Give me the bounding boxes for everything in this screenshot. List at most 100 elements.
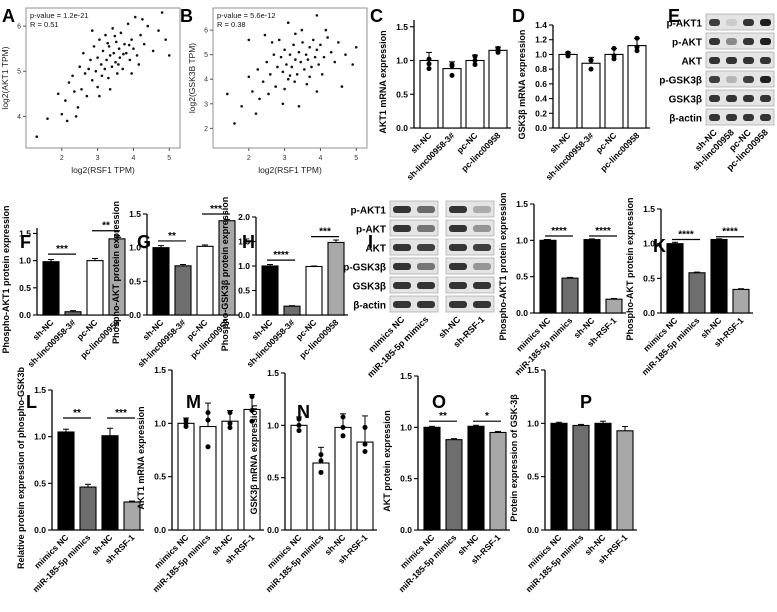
blot-row-label: p-AKT1 — [350, 206, 386, 217]
blot-band — [393, 282, 411, 289]
y-tick-label: 0.5 — [643, 273, 655, 283]
significance-label: **** — [722, 227, 738, 238]
y-axis-label: Relative protein expression of phospho-G… — [16, 366, 26, 569]
panel-letter-d: D — [512, 6, 525, 26]
scatter-point — [76, 106, 80, 109]
scatter-point — [295, 73, 299, 76]
blot-strip — [705, 108, 775, 126]
y-tick-label: 0.0 — [535, 123, 547, 133]
y-tick-label: 1.0 — [400, 422, 412, 432]
scatter-point — [85, 94, 89, 98]
scatter-point — [90, 29, 94, 32]
data-point — [340, 414, 346, 420]
blot-strip — [705, 89, 775, 107]
blot-band — [709, 57, 720, 64]
scatter-point — [96, 85, 99, 89]
bar-chart-f: 0.0 0.5 1.0 1.5 Phospho-AKT1 protein express… — [1, 205, 129, 369]
scatter-point — [256, 68, 260, 71]
y-axis-label: GSK3β mRNA expression — [249, 405, 259, 515]
y-tick-label: 6 — [204, 28, 208, 35]
blot-band — [760, 38, 771, 45]
scatter-point — [114, 60, 117, 64]
stat-line: p-value = 1.2e-21 — [30, 11, 89, 20]
blot-band — [473, 206, 491, 213]
scatter-point — [108, 87, 112, 91]
stat-line: p-value = 5.6e-12 — [217, 11, 276, 20]
blot-row-label: p-GSK3β — [343, 263, 386, 274]
blot-band — [726, 19, 737, 26]
blot-band — [393, 301, 411, 308]
data-point — [205, 417, 211, 423]
significance-label: **** — [678, 230, 694, 241]
blot-band — [417, 225, 435, 232]
y-tick-label: 1.5 — [516, 199, 528, 209]
scatter-point — [142, 42, 146, 46]
scatter-point — [226, 92, 229, 96]
blot-band — [417, 282, 435, 289]
bar — [101, 435, 119, 531]
blot-band — [449, 225, 467, 232]
y-tick-label: 6 — [17, 24, 21, 31]
y-tick-label: 1.0 — [643, 239, 655, 249]
bar — [627, 45, 647, 129]
data-point — [205, 410, 211, 416]
y-tick-label: 1.0 — [129, 243, 141, 253]
scatter-point — [123, 42, 126, 46]
bar — [666, 243, 684, 314]
y-tick-label: 0.5 — [400, 474, 412, 484]
data-point — [611, 53, 617, 59]
scatter-point — [94, 69, 98, 73]
scatter-point — [297, 50, 301, 54]
y-tick-label: 5 — [204, 52, 208, 59]
x-axis-label: log2(RSF1 TPM) — [258, 165, 322, 175]
scatter-point — [269, 73, 272, 76]
blot-band — [760, 114, 771, 121]
blot-row-label: GSK3β — [669, 95, 702, 106]
scatter-point — [315, 48, 319, 52]
scatter-point — [128, 58, 132, 62]
blot-strip — [705, 70, 775, 88]
bar — [550, 422, 568, 531]
blot-row-label: AKT — [681, 57, 702, 68]
y-tick-label: 0.0 — [527, 525, 539, 535]
blot-band — [760, 19, 771, 26]
y-tick-label: 1.0 — [535, 49, 547, 59]
data-point — [318, 452, 324, 458]
scatter-a: 2 3 4 5 4 5 6 p-value = 1.2e-21R = 0.51 log2(RSF… — [0, 7, 181, 175]
x-axis-label: log2(RSF1 TPM) — [71, 165, 135, 175]
blot-band — [473, 301, 491, 308]
blot-band — [417, 301, 435, 308]
scatter-point — [281, 102, 285, 106]
y-tick-label: 0.0 — [267, 525, 279, 535]
scatter-point — [167, 54, 171, 57]
scatter-point — [116, 72, 119, 75]
scatter-point — [294, 58, 297, 61]
bar — [616, 430, 634, 531]
scatter-point — [261, 80, 265, 83]
y-tick-label: 0.5 — [154, 472, 166, 482]
data-point — [634, 48, 640, 54]
scatter-point — [121, 67, 124, 71]
bar — [42, 261, 60, 316]
y-tick-label: 1.5 — [154, 365, 166, 375]
data-point — [362, 441, 368, 447]
blot-band — [393, 244, 411, 251]
blot-band — [473, 282, 491, 289]
y-tick-label: 1.0 — [154, 418, 166, 428]
scatter-point — [283, 87, 286, 91]
y-tick-label: 1.0 — [267, 420, 279, 430]
scatter-point — [326, 36, 329, 39]
scatter-point — [127, 43, 131, 47]
scatter-point — [133, 15, 137, 19]
blot-strip — [705, 51, 775, 69]
bar — [467, 425, 485, 531]
scatter-point — [67, 81, 71, 84]
data-point — [634, 35, 640, 41]
data-point — [472, 62, 478, 68]
scatter-point — [317, 63, 320, 66]
blot-band — [709, 114, 720, 121]
y-tick-label: 0.6 — [535, 79, 547, 89]
scatter-point — [233, 122, 236, 125]
bar — [488, 49, 508, 129]
data-point — [227, 420, 233, 426]
